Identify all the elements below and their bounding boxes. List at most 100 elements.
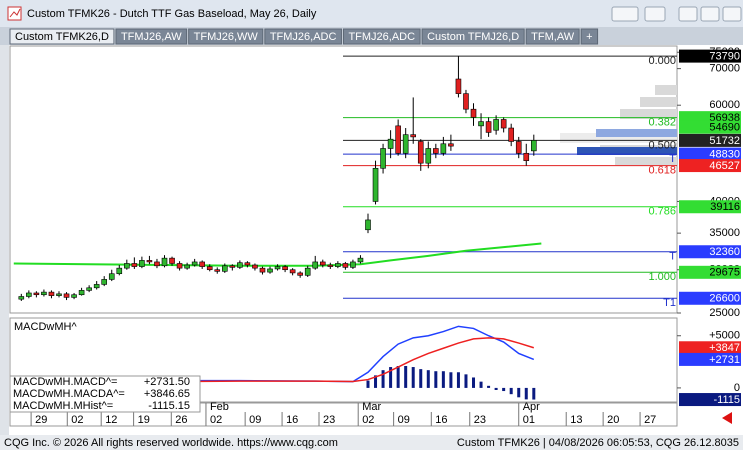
fib-label: 0.618 bbox=[648, 164, 676, 176]
x-tick-label: 01 bbox=[523, 414, 535, 426]
profile-bar bbox=[615, 157, 677, 165]
value-tag-label: +2731 bbox=[709, 354, 740, 366]
tab[interactable] bbox=[188, 28, 264, 45]
price-tag bbox=[679, 49, 741, 63]
tab-label[interactable]: TFM,AW bbox=[531, 31, 575, 43]
value-tag-label: +3847 bbox=[709, 342, 740, 354]
tab-label[interactable]: Custom TFMK26,D bbox=[15, 31, 109, 43]
candle-body bbox=[289, 269, 296, 274]
candle-body bbox=[372, 167, 379, 202]
x-tick-label: 23 bbox=[474, 414, 486, 426]
candle-body bbox=[18, 296, 25, 300]
readout-value: +2731.50 bbox=[144, 376, 190, 388]
help-button[interactable] bbox=[644, 6, 666, 22]
tab[interactable] bbox=[9, 28, 115, 45]
candle-body bbox=[282, 266, 288, 271]
x-tick-label: 02 bbox=[210, 414, 222, 426]
histogram-bar bbox=[479, 381, 483, 388]
tab-label[interactable]: + bbox=[586, 31, 592, 43]
histogram-bar bbox=[411, 367, 415, 388]
x-tick-label: 16 bbox=[286, 414, 298, 426]
tab-label[interactable]: TFMJ26,ADC bbox=[270, 31, 337, 43]
histogram-bar bbox=[524, 387, 528, 400]
month-label: Mar bbox=[362, 401, 381, 413]
candle-body bbox=[387, 138, 394, 149]
candle-body bbox=[433, 148, 439, 154]
candle-body bbox=[425, 148, 432, 164]
tab[interactable] bbox=[264, 28, 342, 45]
minimize-button[interactable] bbox=[678, 6, 698, 22]
candle-body bbox=[327, 264, 334, 267]
histogram-bar bbox=[404, 366, 408, 388]
tab-label[interactable]: Custom TFMJ26,D bbox=[427, 31, 519, 43]
histogram-bar bbox=[441, 371, 445, 388]
candle-body bbox=[304, 267, 311, 276]
highlight-zone bbox=[577, 147, 677, 155]
x-tick-label: 27 bbox=[644, 414, 656, 426]
candle-body bbox=[395, 125, 401, 154]
x-tick-label: 12 bbox=[105, 414, 117, 426]
candle-body bbox=[101, 279, 108, 285]
candle-body bbox=[493, 119, 499, 131]
candle-body bbox=[221, 265, 228, 272]
left-strip bbox=[0, 45, 9, 435]
fib-label: 1.000 bbox=[648, 271, 676, 283]
trend-label: T bbox=[669, 153, 676, 165]
tab[interactable] bbox=[525, 28, 580, 45]
histogram-bar bbox=[366, 380, 370, 388]
candle-body bbox=[448, 143, 454, 147]
candle-body bbox=[500, 119, 507, 129]
candle-body bbox=[440, 143, 447, 154]
plot: 750007000060000400003500030000250000.000… bbox=[9, 46, 741, 426]
tab[interactable] bbox=[421, 28, 525, 45]
candle-body bbox=[116, 267, 123, 275]
tab-label[interactable]: TFMJ26,WW bbox=[194, 31, 259, 43]
candle-body bbox=[108, 273, 115, 280]
month-label: Apr bbox=[523, 401, 540, 413]
histogram-bar bbox=[487, 385, 491, 388]
toolbar-button[interactable] bbox=[611, 6, 639, 22]
candle-body bbox=[478, 121, 484, 127]
candle-body bbox=[229, 265, 236, 268]
app-icon-glyph bbox=[9, 8, 21, 18]
candle-body bbox=[312, 261, 319, 269]
x-tick-label: 02 bbox=[362, 414, 374, 426]
tab-label[interactable]: TFMJ26,AW bbox=[121, 31, 182, 43]
tab[interactable] bbox=[115, 28, 188, 45]
close-button[interactable] bbox=[722, 6, 742, 22]
y-tick-label: 60000 bbox=[709, 99, 740, 111]
maximize-button[interactable] bbox=[700, 6, 720, 22]
tab[interactable] bbox=[580, 28, 599, 45]
candle-body bbox=[161, 257, 168, 267]
price-tag bbox=[679, 245, 741, 259]
y-tick-label: +5000 bbox=[709, 330, 740, 342]
value-tag bbox=[679, 393, 741, 407]
price-tag bbox=[679, 291, 741, 305]
candle-body bbox=[237, 262, 243, 268]
histogram-bar bbox=[389, 367, 393, 388]
scroll-arrow[interactable] bbox=[722, 412, 732, 424]
y-tick-label: 25000 bbox=[709, 307, 740, 319]
tab[interactable] bbox=[342, 28, 421, 45]
histogram-bar bbox=[381, 370, 385, 388]
macd-line bbox=[13, 337, 535, 384]
candle-body bbox=[335, 263, 341, 267]
histogram-bar bbox=[449, 372, 453, 388]
price-pane bbox=[9, 45, 678, 314]
candle-body bbox=[176, 263, 183, 269]
price-tag-label: 26600 bbox=[709, 293, 740, 305]
trend-label: T bbox=[669, 251, 676, 263]
candle-body bbox=[350, 261, 356, 268]
fib-label: 0.000 bbox=[648, 55, 676, 67]
price-tag-label: 32360 bbox=[709, 246, 740, 258]
x-tick-label: 09 bbox=[398, 414, 410, 426]
x-tick-label: 23 bbox=[323, 414, 335, 426]
candle-body bbox=[515, 141, 522, 154]
y-tick-label: 35000 bbox=[709, 227, 740, 239]
tab-label[interactable]: TFMJ26,ADC bbox=[348, 31, 415, 43]
price-tag-label: 48830 bbox=[709, 149, 740, 161]
candle-body bbox=[523, 152, 530, 161]
price-tag-label: 29675 bbox=[709, 267, 740, 279]
candle-body bbox=[169, 257, 175, 264]
candle-body bbox=[531, 140, 537, 152]
